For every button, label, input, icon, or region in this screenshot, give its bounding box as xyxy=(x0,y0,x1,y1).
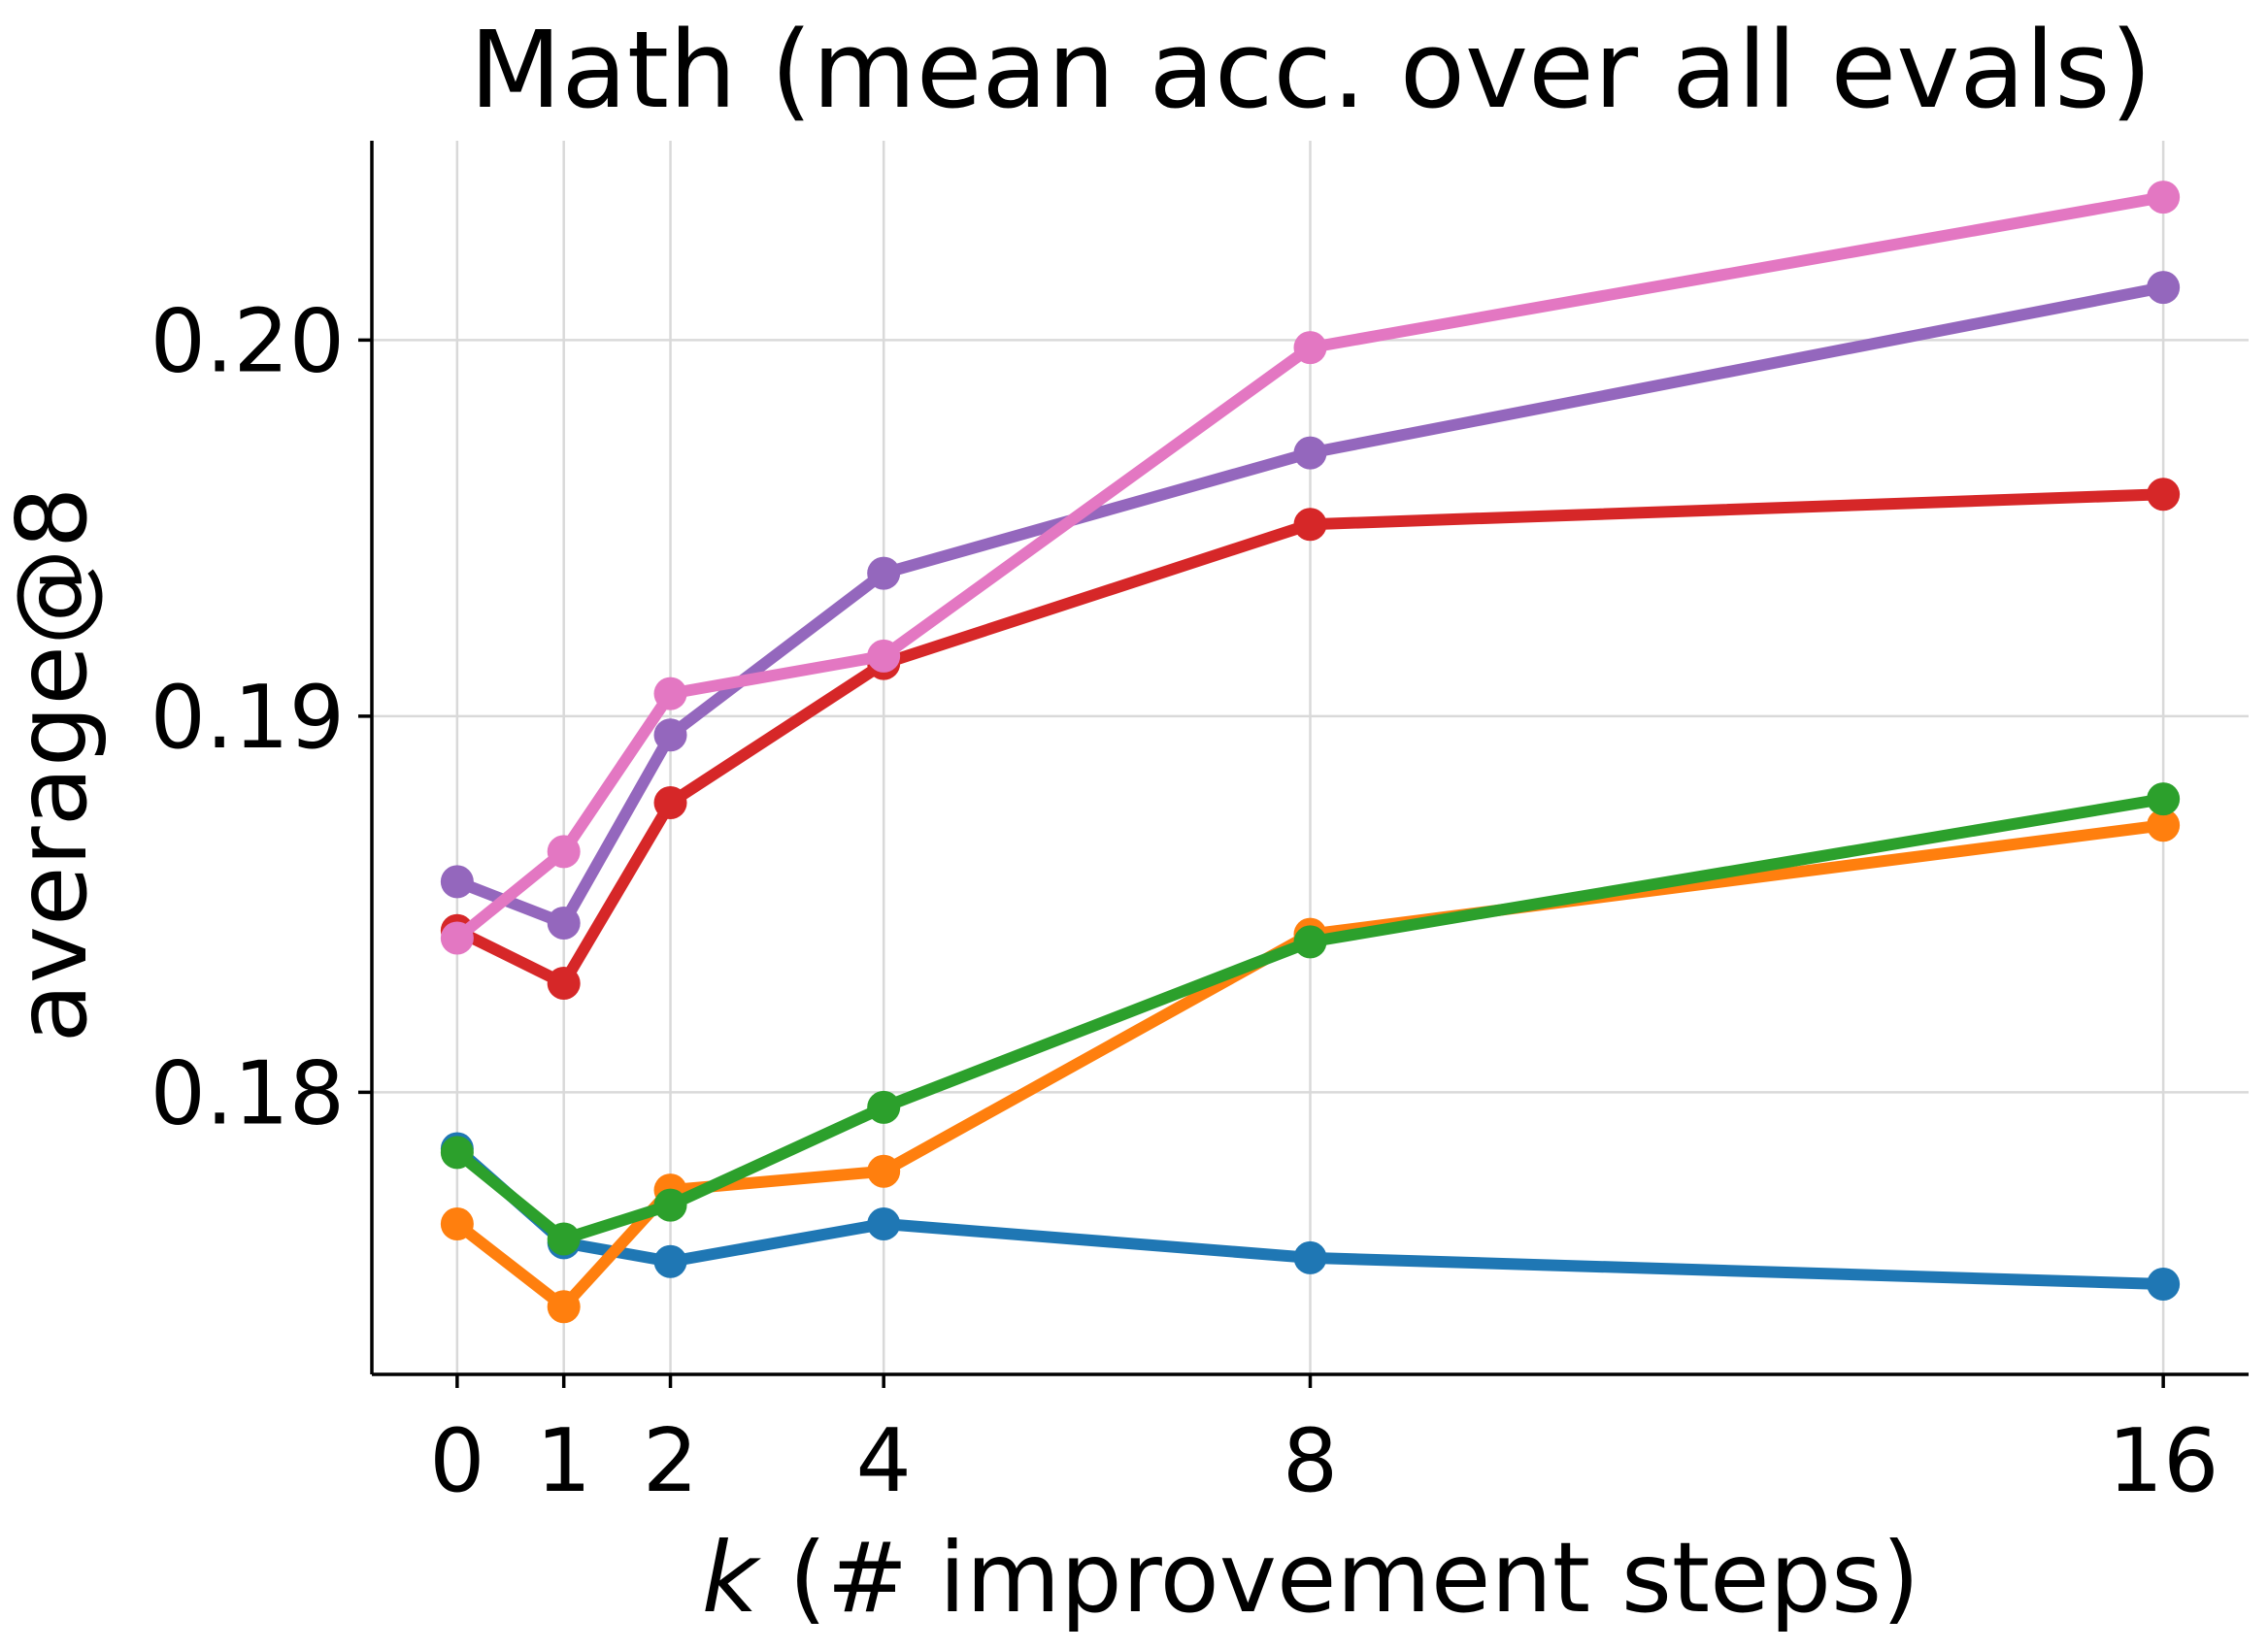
x-tick-label: 1 xyxy=(536,1410,591,1512)
data-point-green xyxy=(653,1188,687,1222)
series-line-green xyxy=(450,793,2170,1245)
data-point-pink xyxy=(440,921,474,955)
data-point-pink xyxy=(653,677,687,710)
data-point-orange xyxy=(2147,809,2181,842)
x-axis-label-text: (# improvement steps) xyxy=(758,1521,1920,1634)
x-axis-label-variable: k xyxy=(702,1521,762,1634)
series-line-purple xyxy=(450,281,2170,929)
y-tick-label: 0.19 xyxy=(150,667,345,769)
data-point-green xyxy=(1293,925,1327,959)
series-line-red xyxy=(450,488,2170,989)
data-point-purple xyxy=(2147,271,2181,305)
series-green xyxy=(440,782,2181,1256)
data-point-orange xyxy=(440,1207,474,1240)
data-point-green xyxy=(440,1136,474,1170)
data-point-orange xyxy=(547,1290,581,1324)
x-tick-label: 0 xyxy=(429,1410,484,1512)
data-point-blue xyxy=(867,1207,901,1240)
data-point-blue xyxy=(653,1244,687,1278)
series-layer xyxy=(440,181,2181,1324)
chart-title: Math (mean acc. over all evals) xyxy=(470,8,2152,132)
data-point-pink xyxy=(547,835,581,869)
data-point-pink xyxy=(867,639,901,673)
data-point-red xyxy=(653,786,687,819)
x-tick-label: 4 xyxy=(856,1410,912,1512)
data-point-red xyxy=(547,967,581,1000)
data-point-purple xyxy=(1293,436,1327,470)
series-red xyxy=(440,478,2181,1000)
series-pink xyxy=(440,181,2181,955)
y-tick-label: 0.20 xyxy=(150,290,345,392)
data-point-orange xyxy=(867,1154,901,1188)
data-point-green xyxy=(2147,782,2181,816)
series-purple xyxy=(440,271,2181,940)
data-point-pink xyxy=(2147,181,2181,215)
tick-layer: 0 1 2 4 8 16 0.18 0.19 0.20 xyxy=(150,290,2219,1512)
data-point-purple xyxy=(653,718,687,752)
data-point-green xyxy=(867,1090,901,1124)
x-tick-label: 8 xyxy=(1283,1410,1338,1512)
series-line-pink xyxy=(450,191,2170,944)
data-point-blue xyxy=(1293,1240,1327,1274)
data-point-red xyxy=(2147,478,2181,512)
data-point-blue xyxy=(2147,1268,2181,1301)
data-point-red xyxy=(1293,508,1327,542)
data-point-purple xyxy=(547,907,581,940)
data-point-purple xyxy=(440,865,474,899)
data-point-purple xyxy=(867,556,901,590)
x-tick-label: 16 xyxy=(2108,1410,2219,1512)
data-point-green xyxy=(547,1222,581,1256)
y-axis-label: average@8 xyxy=(0,487,109,1043)
data-point-pink xyxy=(1293,331,1327,365)
y-tick-label: 0.18 xyxy=(150,1042,345,1144)
x-tick-label: 2 xyxy=(643,1410,698,1512)
x-axis-label: k (# improvement steps) xyxy=(702,1521,1920,1634)
